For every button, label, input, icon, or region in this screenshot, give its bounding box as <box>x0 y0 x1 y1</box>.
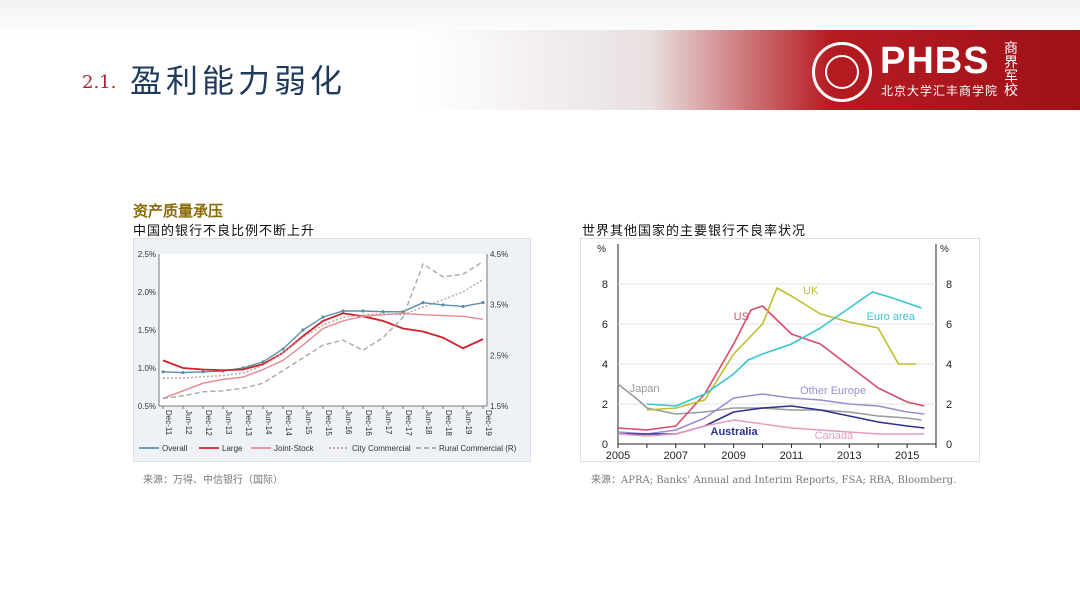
chart1-xtick-label: Jun-18 <box>424 410 433 435</box>
chart1-xtick-label: Dec-13 <box>244 410 253 436</box>
chart2-ytick-label: 6 <box>602 319 608 331</box>
chart2-ytick-label: 0 <box>602 439 608 451</box>
left-panel-subheading: 中国的银行不良比例不断上升 <box>133 224 316 239</box>
logo-text: PHBS <box>880 40 990 82</box>
chart2-series-line <box>617 305 925 431</box>
chart1-y2tick-label: 4.5% <box>490 250 508 259</box>
chart1-xtick-label: Jun-13 <box>224 410 233 435</box>
chart2-xtick-label: 2011 <box>780 450 804 462</box>
chart1-legend-label: Rural Commercial (R) <box>439 444 517 453</box>
chart1-series-line <box>162 261 484 400</box>
chart2-series-label: Canada <box>815 430 854 442</box>
chart1-xtick-label: Dec-11 <box>164 410 173 436</box>
right-panel-subheading: 世界其他国家的主要银行不良率状况 <box>582 224 807 239</box>
right-panel-source: 来源：APRA; Banks’ Annual and Interim Repor… <box>591 475 957 486</box>
chart2-y2tick-label: 0 <box>946 439 952 451</box>
chart1-data-point <box>461 304 465 309</box>
chart2-y2unit-label: % <box>940 244 949 255</box>
chart1-xtick-label: Dec-16 <box>364 410 373 436</box>
logo-calligraphy: 商界军校 <box>1004 41 1018 99</box>
chart1-legend-label: City Commercial <box>352 444 411 453</box>
chart2-xtick-label: 2013 <box>837 450 861 462</box>
chart1-xtick-label: Dec-15 <box>324 410 333 436</box>
chart1-ytick-label: 0.5% <box>138 402 156 411</box>
chart2-ytick-label: 8 <box>602 279 608 291</box>
chart1-series-line <box>162 312 484 400</box>
chart2-ytick-label: 2 <box>602 399 608 411</box>
chart1-legend-label: Overall <box>162 444 188 453</box>
chart1-xtick-label: Jun-19 <box>464 410 473 435</box>
chart1-xtick-label: Dec-12 <box>204 410 213 436</box>
university-seal-icon <box>812 42 872 102</box>
left-panel-source: 来源：万得、中信银行（国际） <box>143 475 283 486</box>
chart2-series-label: Euro area <box>867 311 916 323</box>
chart1-data-point <box>381 310 385 314</box>
chart2-series-line <box>646 291 922 407</box>
chart1-data-point <box>441 303 445 307</box>
chart1-data-point <box>401 310 405 314</box>
chart2-yunit-label: % <box>597 244 606 255</box>
chart2-xtick-label: 2015 <box>895 450 919 462</box>
chart1-data-point <box>421 301 425 305</box>
chart1-xtick-label: Jun-14 <box>264 410 273 435</box>
chart1-y2tick-label: 2.5% <box>490 351 508 360</box>
chart1-y2tick-label: 1.5% <box>490 402 508 411</box>
section-number: 2.1. <box>82 72 117 93</box>
chart1-data-point <box>361 309 365 313</box>
chart1-data-point <box>321 315 325 319</box>
chart1-series-line <box>162 312 484 372</box>
chart2-series-line <box>646 287 916 411</box>
chart1-xtick-label: Jun-17 <box>384 410 393 435</box>
chart1-data-point <box>301 328 305 332</box>
chart2-series-label: UK <box>803 285 819 297</box>
chart1-data-point <box>161 370 165 374</box>
slide-title: 盈利能力弱化 <box>130 62 347 100</box>
chart1-ytick-label: 2.0% <box>138 288 156 297</box>
chart2-series-label: Australia <box>711 426 759 438</box>
chart1-series-line <box>163 278 484 379</box>
chart2-y2tick-label: 4 <box>946 359 952 371</box>
chart1-data-point <box>281 347 285 351</box>
chart2-y2tick-label: 2 <box>946 399 952 411</box>
chart2-xtick-label: 2007 <box>664 450 688 462</box>
chart1-xtick-label: Jun-12 <box>184 410 193 435</box>
chart1-xtick-label: Dec-14 <box>284 410 293 436</box>
chart2-series-label: Other Europe <box>800 385 866 397</box>
chart1-xtick-label: Dec-18 <box>444 410 453 436</box>
chart2-frame <box>580 238 980 462</box>
chart1-data-point <box>481 301 485 305</box>
chart2-series-line <box>617 393 925 435</box>
header-banner <box>420 30 1080 110</box>
chart1-plot-area <box>159 254 487 406</box>
seal-inner-ring <box>825 55 859 89</box>
chart2-ytick-label: 4 <box>602 359 608 371</box>
left-panel-heading: 资产质量承压 <box>133 202 224 220</box>
chart1-xtick-label: Dec-17 <box>404 410 413 436</box>
chart1-y2tick-label: 3.5% <box>490 301 508 310</box>
world-npl-chart: 0 2 4 6 8 0 2 4 6 8% % 2005 2007 2009 2011 2013 2015 Japa… <box>580 238 980 462</box>
chart1-data-point <box>181 370 185 375</box>
chart2-series-label: Japan <box>630 383 660 395</box>
chart1-ytick-label: 2.5% <box>138 250 156 259</box>
chart1-data-point <box>201 370 205 374</box>
logo-subtitle: 北京大学汇丰商学院 <box>881 84 999 98</box>
chart1-xtick-label: Dec-19 <box>484 410 493 436</box>
chart2-xtick-label: 2005 <box>606 450 630 462</box>
chart2-series-line <box>617 419 925 437</box>
chart1-ytick-label: 1.0% <box>138 364 156 373</box>
chart2-y2tick-label: 8 <box>946 279 952 291</box>
chart1-xtick-label: Jun-16 <box>344 410 353 435</box>
chart1-ytick-label: 1.5% <box>138 326 156 335</box>
chart1-xtick-label: Jun-15 <box>304 410 313 435</box>
chart2-y2tick-label: 6 <box>946 319 952 331</box>
chart2-series-label: US <box>734 311 749 323</box>
china-npl-chart: 2.5%2.0%1.5%1.0%0.5%4.5%3.5%2.5%1.5%Dec-… <box>133 238 531 462</box>
chart1-legend-label: Large <box>222 444 243 453</box>
chart1-data-point <box>341 309 345 313</box>
chart2-xtick-label: 2009 <box>721 450 745 462</box>
chart1-legend-label: Joint-Stock <box>274 444 315 453</box>
